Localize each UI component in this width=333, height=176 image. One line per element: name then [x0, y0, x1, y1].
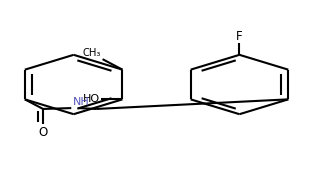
Text: HO: HO — [83, 94, 100, 104]
Text: NH: NH — [73, 97, 90, 107]
Text: O: O — [38, 126, 48, 139]
Text: CH₃: CH₃ — [83, 48, 101, 58]
Text: F: F — [236, 30, 243, 43]
